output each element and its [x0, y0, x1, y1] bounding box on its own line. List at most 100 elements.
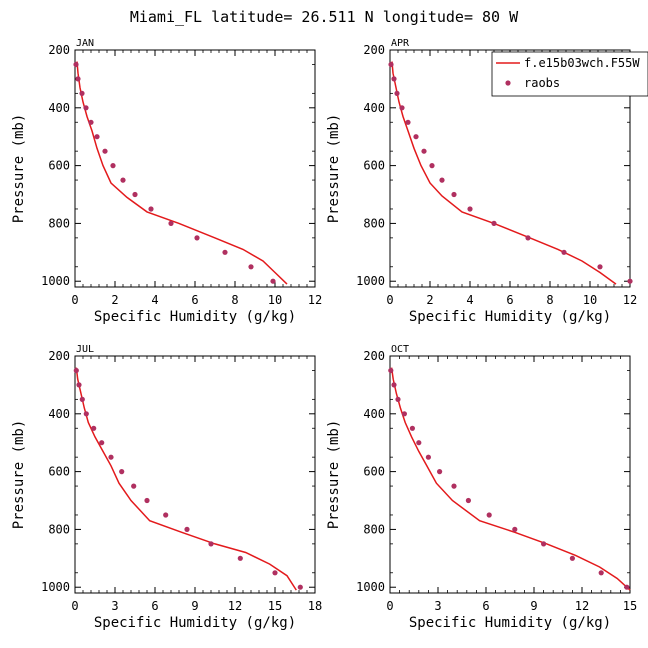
oct-xtick-label: 15	[623, 599, 637, 613]
legend-obs-marker	[505, 80, 511, 86]
jan-raobs-point	[120, 177, 126, 183]
oct-raobs-point	[391, 382, 397, 388]
jul-raobs-point	[76, 382, 82, 388]
apr-xtick-label: 12	[623, 293, 637, 307]
oct-ytick-label: 800	[363, 522, 385, 536]
jul-raobs-point	[79, 396, 85, 402]
jul-raobs-point	[91, 425, 97, 431]
oct-xtick-label: 12	[575, 599, 589, 613]
jan-raobs-point	[168, 220, 174, 226]
jan-raobs-point	[79, 90, 85, 96]
legend-model-label: f.e15b03wch.F55W	[524, 56, 640, 70]
jul-ytick-label: 1000	[41, 580, 70, 594]
jan-x-axis-label: Specific Humidity (g/kg)	[94, 309, 296, 325]
jul-raobs-point	[144, 497, 150, 504]
panel-oct: OCT 0 3 6 9 12 15 200 400 600 800 1000 Specific Humi…	[326, 344, 637, 631]
apr-raobs-point	[394, 90, 400, 96]
figure-title: Miami_FL latitude= 26.511 N longitude= 8…	[130, 8, 519, 26]
oct-plot-frame	[389, 355, 631, 594]
apr-raobs-point	[388, 61, 394, 68]
apr-raobs-point	[399, 105, 405, 111]
apr-raobs-point	[597, 264, 603, 270]
oct-ytick-label: 1000	[356, 580, 385, 594]
jan-raobs-point	[102, 148, 108, 154]
apr-raobs-point	[491, 220, 497, 226]
jan-raobs-point	[88, 119, 94, 125]
jul-xtick-label: 3	[111, 599, 118, 613]
jul-ytick-label: 400	[48, 407, 70, 421]
apr-raobs-point	[429, 163, 435, 169]
oct-raobs-point	[465, 497, 471, 504]
jan-raobs-point	[194, 235, 200, 241]
jan-ytick-label: 600	[48, 159, 70, 173]
jan-xtick-label: 0	[71, 293, 78, 307]
jul-xtick-label: 0	[71, 599, 78, 613]
apr-xtick-label: 4	[466, 293, 473, 307]
jan-panel-label: JAN	[76, 38, 94, 49]
panel-jul: JUL 0 3 6 9 12 15 18 200 400 600 800 1000 Specific Hu…	[11, 344, 322, 631]
jan-ytick-label: 200	[48, 43, 70, 57]
oct-ytick-label: 400	[363, 407, 385, 421]
jul-xtick-label: 6	[151, 599, 158, 613]
jan-raobs-point	[132, 191, 138, 198]
jul-raobs-point	[131, 483, 137, 489]
legend-box	[491, 51, 648, 97]
jan-raobs-point	[73, 61, 79, 68]
oct-xtick-label: 6	[482, 599, 489, 613]
jul-raobs-point	[99, 440, 105, 446]
apr-xtick-label: 8	[546, 293, 553, 307]
jul-panel-label: JUL	[76, 344, 94, 355]
jan-xtick-label: 2	[111, 293, 118, 307]
oct-panel-label: OCT	[391, 344, 409, 355]
jan-raobs-point	[110, 163, 116, 169]
apr-raobs-point	[421, 148, 427, 154]
panel-jan: JAN 0 2 4 6 8 10 12 200 400 600 800 1000 Specific Hum…	[11, 38, 322, 325]
jan-raobs-point	[222, 249, 228, 255]
legend: f.e15b03wch.F55W raobs	[491, 51, 648, 97]
oct-model-line	[390, 367, 631, 591]
jul-model-line	[75, 367, 297, 591]
jan-raobs-point	[83, 105, 89, 111]
jan-raobs-point	[148, 206, 154, 212]
jan-plot-frame	[74, 49, 316, 288]
jul-ytick-label: 800	[48, 522, 70, 536]
apr-ytick-label: 200	[363, 43, 385, 57]
apr-raobs-point	[451, 191, 457, 198]
oct-xtick-label: 9	[530, 599, 537, 613]
jan-ytick-label: 800	[48, 216, 70, 230]
oct-raobs-point	[409, 425, 415, 431]
oct-raobs-point	[569, 555, 576, 561]
jul-x-axis-label: Specific Humidity (g/kg)	[94, 615, 296, 631]
apr-raobs-point	[405, 119, 411, 125]
apr-x-axis-label: Specific Humidity (g/kg)	[409, 309, 611, 325]
jul-raobs-point	[184, 526, 190, 533]
jul-xtick-label: 9	[191, 599, 198, 613]
apr-y-axis-label: Pressure (mb)	[326, 114, 342, 224]
jan-ytick-label: 1000	[41, 274, 70, 288]
jul-raobs-point	[237, 555, 243, 561]
jul-raobs-point	[108, 454, 114, 460]
jul-ytick-label: 600	[48, 465, 70, 479]
oct-raobs-point	[388, 367, 394, 374]
apr-raobs-point	[413, 134, 419, 140]
oct-ytick-label: 200	[363, 349, 385, 363]
jan-xtick-label: 10	[268, 293, 282, 307]
jan-raobs-point	[75, 76, 81, 82]
jul-ytick-label: 200	[48, 349, 70, 363]
oct-xtick-label: 3	[434, 599, 441, 613]
oct-raobs-point	[541, 541, 547, 547]
panel-apr: APR 0 2 4 6 8 10 12 200 400 600 800 1000 Specific Hum…	[326, 38, 637, 325]
jan-raobs-point	[248, 264, 254, 270]
apr-ytick-label: 1000	[356, 274, 385, 288]
apr-raobs-point	[391, 76, 397, 82]
apr-raobs-point	[627, 278, 633, 284]
jan-xtick-label: 12	[308, 293, 322, 307]
apr-xtick-label: 10	[583, 293, 597, 307]
oct-xtick-label: 0	[386, 599, 393, 613]
jan-xtick-label: 4	[151, 293, 158, 307]
oct-raobs-point	[437, 469, 443, 475]
apr-ytick-label: 600	[363, 159, 385, 173]
oct-x-axis-label: Specific Humidity (g/kg)	[409, 615, 611, 631]
apr-raobs-point	[439, 177, 445, 183]
